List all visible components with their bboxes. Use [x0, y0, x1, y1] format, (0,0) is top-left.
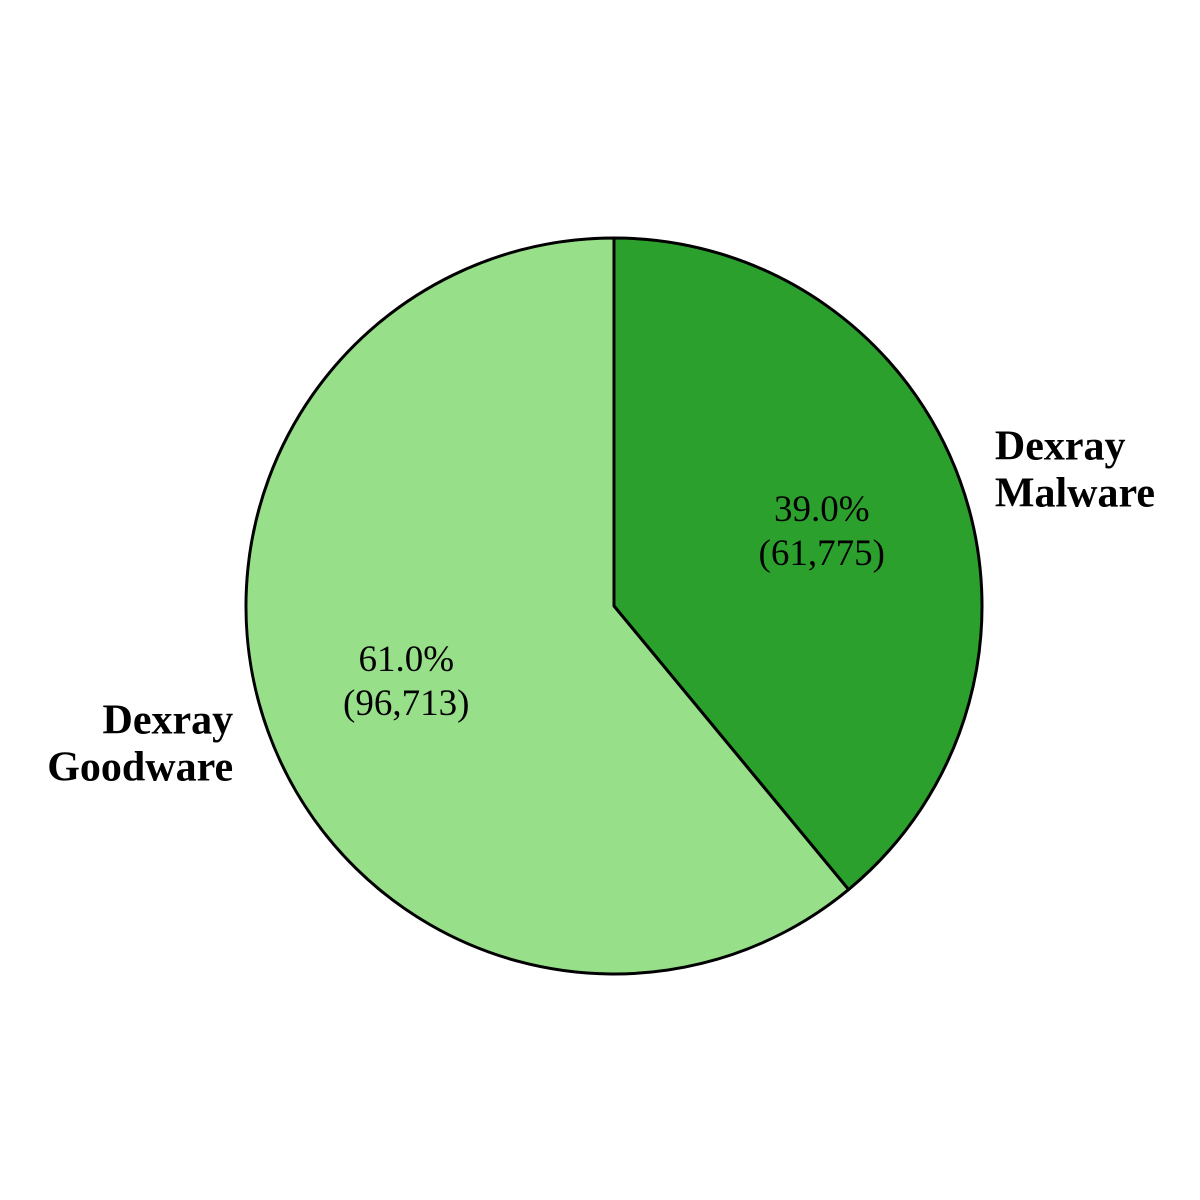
slice-value-label-1: 61.0% (96,713)	[343, 639, 469, 724]
category-label-line: Dexray	[103, 698, 234, 744]
category-label-line: Malware	[995, 470, 1155, 516]
pie-slice-0	[612, 236, 984, 892]
slice-category-label-0: Dexray Malware	[995, 423, 1155, 516]
category-label-line: Goodware	[47, 745, 233, 791]
slice-count-label: (96,713)	[343, 683, 469, 724]
slices-layer	[244, 236, 984, 976]
slice-value-label-0: 39.0% (61,775)	[759, 489, 885, 574]
slice-percent-label: 39.0%	[774, 489, 870, 530]
pie-slice-1	[244, 236, 851, 976]
slice-category-label-1: Dexray Goodware	[47, 698, 233, 791]
slice-count-label: (61,775)	[759, 533, 885, 574]
category-label-line: Dexray	[995, 423, 1126, 469]
slice-percent-label: 61.0%	[358, 639, 454, 680]
